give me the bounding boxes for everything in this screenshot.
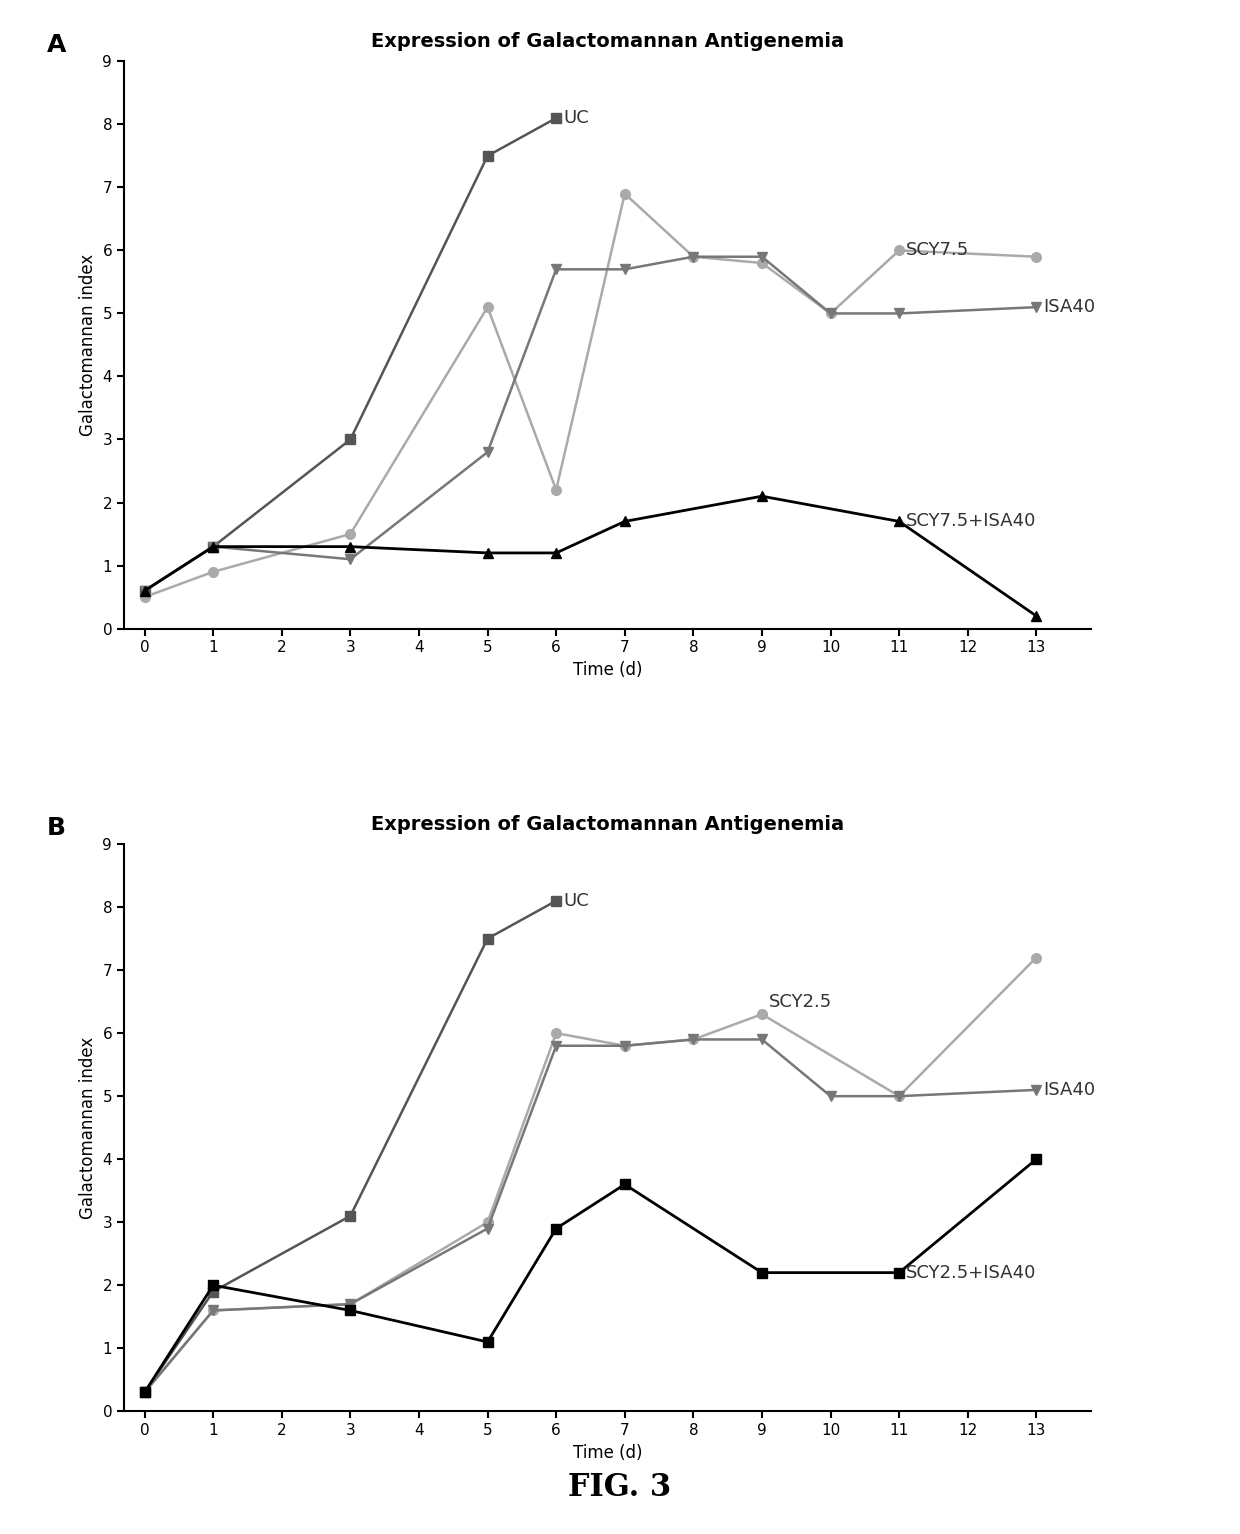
Text: UC: UC <box>563 891 589 910</box>
Text: B: B <box>47 816 66 839</box>
Title: Expression of Galactomannan Antigenemia: Expression of Galactomannan Antigenemia <box>371 815 844 834</box>
Text: A: A <box>47 34 66 57</box>
Text: SCY2.5+ISA40: SCY2.5+ISA40 <box>906 1264 1037 1281</box>
Title: Expression of Galactomannan Antigenemia: Expression of Galactomannan Antigenemia <box>371 32 844 52</box>
Text: SCY7.5: SCY7.5 <box>906 241 970 259</box>
Text: ISA40: ISA40 <box>1043 298 1095 316</box>
Text: SCY2.5: SCY2.5 <box>769 992 832 1011</box>
Y-axis label: Galactomannan index: Galactomannan index <box>79 1037 97 1220</box>
Text: ISA40: ISA40 <box>1043 1081 1095 1098</box>
Text: UC: UC <box>563 109 589 127</box>
X-axis label: Time (d): Time (d) <box>573 1443 642 1462</box>
X-axis label: Time (d): Time (d) <box>573 661 642 680</box>
Text: SCY7.5+ISA40: SCY7.5+ISA40 <box>906 512 1037 531</box>
Y-axis label: Galactomannan index: Galactomannan index <box>79 253 97 436</box>
Text: FIG. 3: FIG. 3 <box>568 1473 672 1503</box>
